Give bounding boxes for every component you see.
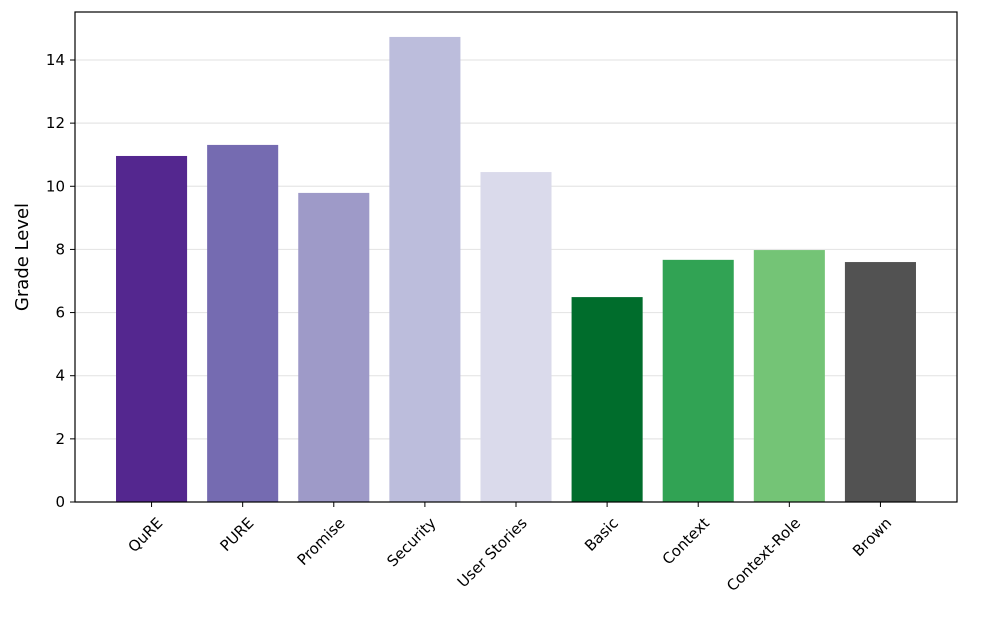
y-tick-label: 0: [55, 493, 65, 511]
bar: [844, 262, 916, 502]
bar: [753, 250, 825, 502]
bar: [116, 155, 188, 503]
x-tick-label: Basic: [581, 514, 622, 555]
x-tick-label: Context: [659, 514, 713, 568]
bar: [571, 297, 643, 502]
bar: [480, 172, 552, 503]
bar: [298, 192, 370, 502]
y-tick-label: 10: [46, 177, 65, 195]
y-tick-label: 12: [46, 114, 65, 132]
plot-frame: [74, 11, 958, 503]
y-tick-label: 14: [46, 51, 65, 69]
bar: [662, 259, 734, 502]
y-tick-label: 8: [55, 240, 65, 258]
x-tick-label: Security: [383, 514, 439, 570]
x-tick-label: User Stories: [454, 514, 531, 591]
bar: [389, 36, 461, 502]
x-tick-label: Promise: [294, 514, 349, 569]
y-tick-label: 4: [55, 367, 65, 385]
x-tick-label: QuRE: [124, 514, 166, 556]
x-tick-label: Context-Role: [723, 514, 804, 595]
bar: [207, 144, 279, 502]
x-tick-label: Brown: [849, 514, 895, 560]
y-axis-label: Grade Level: [12, 203, 33, 311]
y-tick-label: 2: [55, 430, 65, 448]
y-tick-label: 6: [55, 304, 65, 322]
x-tick-label: PURE: [216, 514, 257, 555]
